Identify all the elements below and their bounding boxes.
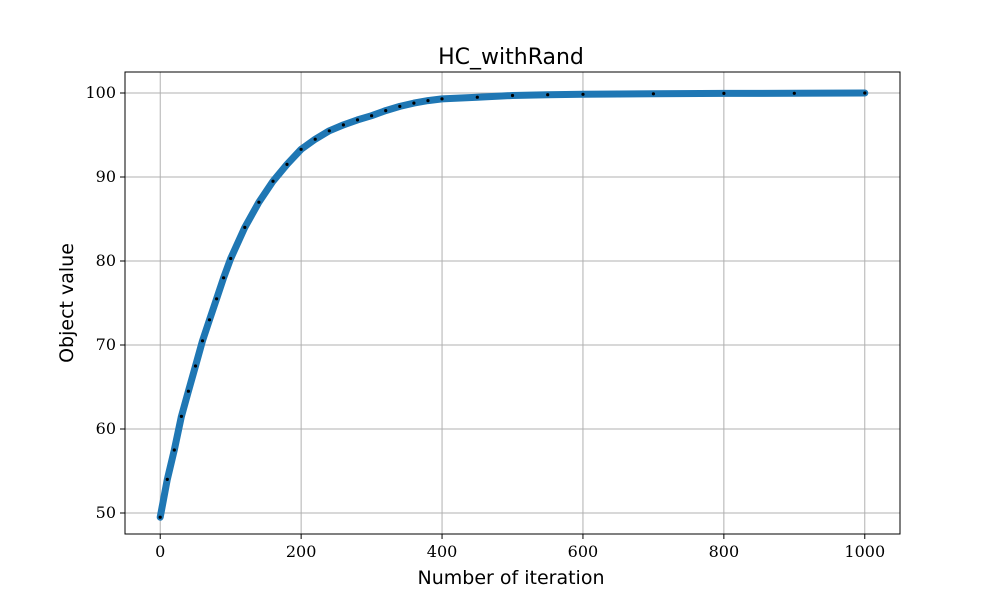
ticks: 0 200 400 600 800 1000 50 60 70 80 90 100 [85, 83, 885, 561]
plot-frame [124, 71, 901, 535]
data-point [271, 179, 275, 183]
data-point [546, 93, 550, 97]
data-point [398, 104, 402, 108]
y-tick-label: 90 [96, 167, 116, 186]
chart-title: HC_withRand [438, 45, 584, 70]
y-axis-label: Object value [56, 243, 78, 363]
data-point [341, 123, 345, 127]
data-point [510, 93, 515, 98]
data-point [475, 95, 479, 99]
data-point [863, 91, 867, 95]
y-tick-label: 60 [96, 419, 116, 438]
data-point [215, 297, 219, 301]
x-tick-label: 200 [286, 542, 317, 561]
data-point [355, 118, 360, 122]
data-point [327, 129, 331, 133]
grid [125, 72, 900, 534]
data-point [426, 99, 430, 103]
data-point [722, 91, 726, 95]
series-layer [156, 89, 869, 521]
y-tick-label: 100 [85, 83, 116, 102]
data-point [200, 339, 205, 343]
data-point [229, 256, 233, 261]
series-line [156, 89, 869, 521]
data-point [651, 92, 656, 96]
data-point [257, 200, 261, 204]
y-tick-label: 50 [96, 503, 116, 522]
x-tick-label: 800 [709, 542, 740, 561]
data-point [581, 92, 585, 96]
x-tick-label: 1000 [844, 542, 885, 561]
y-tick-label: 80 [96, 251, 116, 270]
y-tick-label: 70 [96, 335, 116, 354]
data-point [440, 97, 444, 101]
x-tick-label: 400 [427, 542, 458, 561]
data-point [313, 137, 317, 141]
data-point [158, 515, 162, 519]
data-point [179, 414, 183, 418]
data-point [193, 364, 198, 368]
data-point [384, 109, 388, 113]
data-point [165, 477, 169, 481]
data-point [186, 389, 190, 393]
data-point [243, 225, 247, 229]
data-point [222, 276, 226, 280]
x-axis-label: Number of iteration [418, 567, 605, 589]
data-point [172, 448, 176, 452]
data-point [370, 114, 374, 118]
data-point [792, 91, 796, 95]
data-point [285, 162, 289, 166]
data-point [412, 101, 416, 105]
data-point [299, 147, 303, 151]
x-tick-label: 0 [155, 542, 165, 561]
x-tick-label: 600 [568, 542, 599, 561]
data-point [207, 318, 212, 322]
